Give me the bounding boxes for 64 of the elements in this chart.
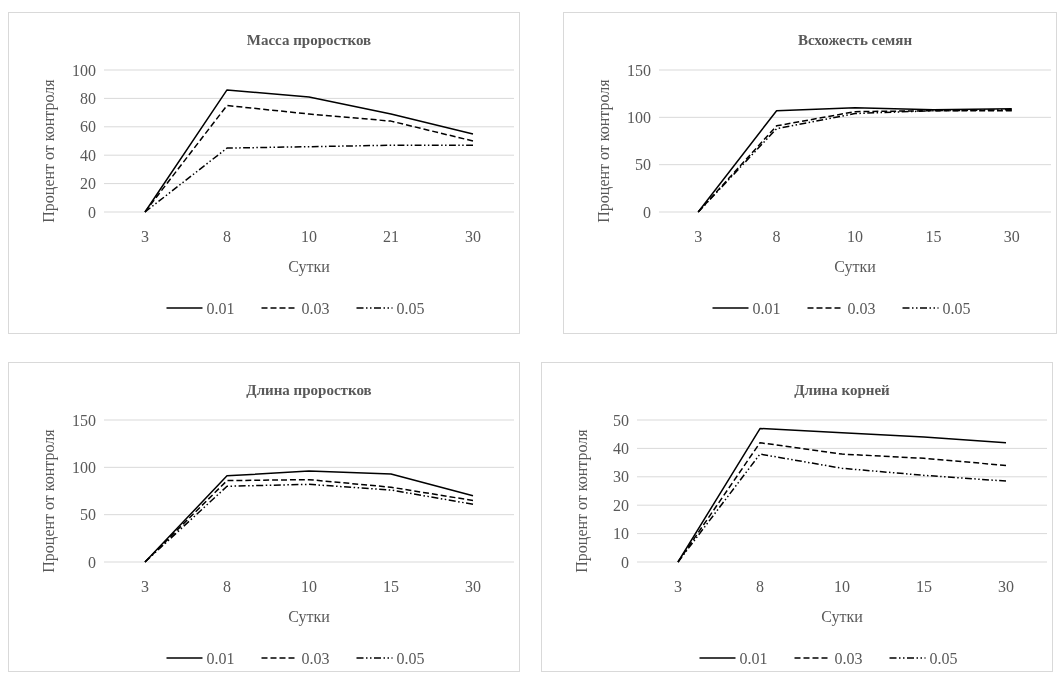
y-tick-label: 50 xyxy=(613,411,629,429)
x-tick-label: 30 xyxy=(465,228,481,245)
y-tick-label: 100 xyxy=(72,61,96,79)
x-axis-title: Сутки xyxy=(288,258,331,276)
x-tick-label: 30 xyxy=(1003,228,1020,245)
chart-title: Длина корней xyxy=(794,382,891,398)
y-tick-label: 40 xyxy=(613,440,629,457)
y-tick-label: 50 xyxy=(80,506,96,524)
y-tick-label: 30 xyxy=(613,468,629,486)
y-tick-label: 100 xyxy=(72,458,96,476)
x-tick-label: 10 xyxy=(834,578,850,595)
y-tick-label: 0 xyxy=(643,203,651,221)
chart-title: Всхожесть семян xyxy=(797,32,913,48)
x-tick-label: 8 xyxy=(223,228,231,245)
legend-label: 0.03 xyxy=(301,649,330,667)
x-tick-label: 15 xyxy=(916,578,932,595)
y-tick-label: 150 xyxy=(627,61,651,79)
y-axis-title: Процент от контроля xyxy=(40,78,58,223)
x-axis-title: Сутки xyxy=(821,608,864,626)
y-tick-label: 50 xyxy=(635,156,651,174)
x-tick-label: 3 xyxy=(694,228,703,245)
legend-label: 0.03 xyxy=(847,299,876,317)
y-tick-label: 40 xyxy=(80,146,96,164)
chart-title: Масса проростков xyxy=(246,32,372,48)
y-tick-label: 20 xyxy=(80,175,96,193)
legend-label: 0.03 xyxy=(301,299,330,317)
y-tick-label: 20 xyxy=(613,496,629,514)
legend-label: 0.05 xyxy=(942,299,971,317)
legend-label: 0.03 xyxy=(834,649,863,667)
x-tick-label: 15 xyxy=(383,578,399,595)
x-tick-label: 3 xyxy=(674,578,682,595)
x-tick-label: 3 xyxy=(141,228,149,245)
x-tick-label: 8 xyxy=(223,578,231,595)
y-tick-label: 80 xyxy=(80,90,96,107)
y-tick-label: 0 xyxy=(88,203,96,221)
legend-label: 0.01 xyxy=(752,299,781,317)
legend-label: 0.01 xyxy=(206,299,235,317)
legend-label: 0.05 xyxy=(396,299,425,317)
x-tick-label: 10 xyxy=(847,228,863,245)
legend-label: 0.05 xyxy=(929,649,958,667)
legend-label: 0.05 xyxy=(396,649,425,667)
x-tick-label: 15 xyxy=(925,228,942,245)
legend-label: 0.01 xyxy=(206,649,235,667)
x-tick-label: 30 xyxy=(998,578,1014,595)
x-tick-label: 10 xyxy=(301,578,317,595)
x-axis-title: Сутки xyxy=(834,258,877,276)
y-tick-label: 0 xyxy=(88,553,96,571)
y-tick-label: 10 xyxy=(613,525,629,543)
x-tick-label: 8 xyxy=(756,578,764,595)
y-tick-label: 0 xyxy=(621,553,629,571)
y-axis-title: Процент от контроля xyxy=(40,428,58,573)
x-tick-label: 8 xyxy=(772,228,781,245)
x-tick-label: 10 xyxy=(301,228,317,245)
x-tick-label: 3 xyxy=(141,578,149,595)
y-tick-label: 150 xyxy=(72,411,96,429)
chart-title: Длина проростков xyxy=(246,382,372,398)
y-axis-title: Процент от контроля xyxy=(595,78,613,223)
y-tick-label: 100 xyxy=(627,108,651,126)
legend-label: 0.01 xyxy=(739,649,768,667)
x-tick-label: 21 xyxy=(383,228,399,245)
y-axis-title: Процент от контроля xyxy=(573,428,591,573)
x-tick-label: 30 xyxy=(465,578,481,595)
x-axis-title: Сутки xyxy=(288,608,331,626)
y-tick-label: 60 xyxy=(80,118,96,136)
